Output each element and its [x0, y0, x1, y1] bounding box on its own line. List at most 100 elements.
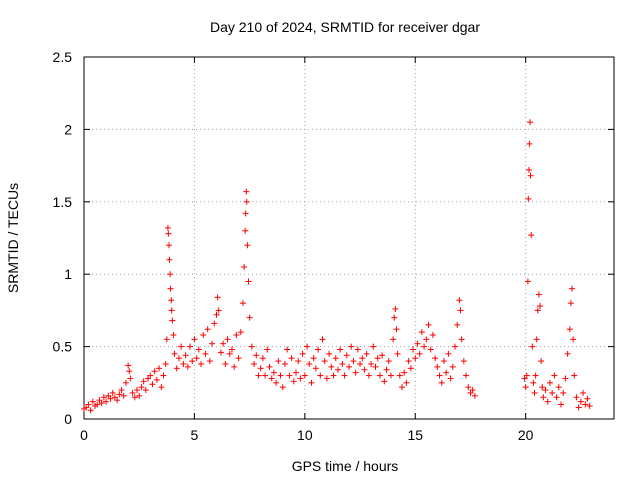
data-point — [553, 394, 560, 401]
data-point — [423, 336, 430, 343]
data-point — [293, 369, 299, 376]
data-point — [566, 326, 573, 333]
data-point — [527, 172, 534, 179]
data-point — [87, 407, 94, 414]
data-point — [361, 366, 368, 373]
data-point — [290, 378, 297, 385]
data-point — [580, 389, 587, 396]
data-point — [525, 166, 532, 173]
data-point — [281, 360, 288, 367]
data-point — [158, 384, 165, 391]
data-point — [438, 379, 445, 386]
data-point — [458, 336, 465, 343]
data-point — [237, 329, 244, 336]
data-point — [244, 242, 251, 249]
data-point — [452, 343, 458, 350]
data-point — [410, 346, 417, 353]
y-tick-label: 2.5 — [53, 49, 73, 65]
data-point — [334, 366, 341, 373]
data-point — [166, 256, 173, 263]
data-point — [131, 394, 138, 401]
data-point — [299, 350, 306, 357]
data-point — [166, 242, 173, 249]
data-point — [573, 394, 580, 401]
data-point — [469, 387, 476, 394]
data-point — [537, 303, 544, 310]
data-point — [211, 320, 218, 327]
data-point — [209, 340, 216, 347]
data-point — [540, 394, 547, 401]
data-point — [551, 372, 558, 379]
data-point — [301, 372, 308, 379]
data-point — [170, 332, 177, 339]
x-tick-label: 10 — [297, 427, 313, 443]
data-point — [357, 360, 364, 367]
data-point — [434, 363, 441, 370]
data-point — [193, 355, 200, 362]
data-point — [184, 363, 191, 370]
data-point — [533, 336, 540, 343]
data-point — [129, 389, 136, 396]
data-point — [412, 355, 419, 362]
data-point — [187, 343, 193, 350]
data-point — [562, 375, 569, 382]
data-point — [233, 332, 240, 339]
data-point — [385, 358, 392, 365]
data-point — [390, 336, 397, 343]
data-point — [447, 375, 454, 382]
data-point — [456, 297, 463, 304]
data-point — [460, 358, 467, 365]
data-point — [127, 375, 134, 382]
data-point — [168, 297, 175, 304]
data-point — [575, 404, 582, 411]
data-point — [376, 372, 383, 379]
data-point — [268, 375, 275, 382]
data-point — [449, 363, 456, 370]
data-point — [445, 350, 452, 357]
data-point — [257, 365, 264, 372]
data-point — [167, 271, 174, 278]
data-point — [118, 387, 125, 394]
data-point — [526, 140, 533, 147]
data-point — [153, 376, 160, 383]
data-point — [214, 294, 221, 301]
data-point — [323, 375, 330, 382]
data-point — [374, 355, 381, 362]
data-point — [259, 355, 266, 362]
data-point — [140, 378, 147, 385]
data-point — [440, 358, 447, 365]
data-point — [126, 368, 133, 375]
data-point — [277, 372, 284, 379]
y-tick-label: 0 — [64, 411, 72, 427]
data-point — [217, 349, 224, 356]
data-point — [279, 384, 286, 391]
data-point — [330, 372, 337, 379]
data-point — [436, 372, 443, 379]
data-point — [182, 352, 189, 359]
data-point — [191, 336, 198, 343]
data-point — [103, 398, 110, 405]
data-point — [251, 360, 258, 367]
data-point — [381, 378, 388, 385]
data-point — [365, 372, 372, 379]
data-point — [405, 358, 412, 365]
data-point — [582, 401, 589, 408]
data-point — [94, 401, 101, 408]
data-point — [235, 355, 242, 362]
data-point — [262, 372, 269, 379]
data-point — [370, 343, 377, 350]
data-point — [215, 307, 222, 314]
data-point — [240, 300, 246, 307]
data-point — [270, 369, 277, 376]
data-point — [530, 379, 537, 386]
data-point — [195, 346, 202, 353]
data-point — [100, 394, 107, 401]
data-point — [352, 369, 359, 376]
data-point — [138, 384, 145, 391]
data-point — [224, 336, 231, 343]
data-point — [315, 346, 322, 353]
data-point — [418, 329, 425, 336]
data-point — [542, 387, 549, 394]
data-point — [399, 384, 405, 391]
